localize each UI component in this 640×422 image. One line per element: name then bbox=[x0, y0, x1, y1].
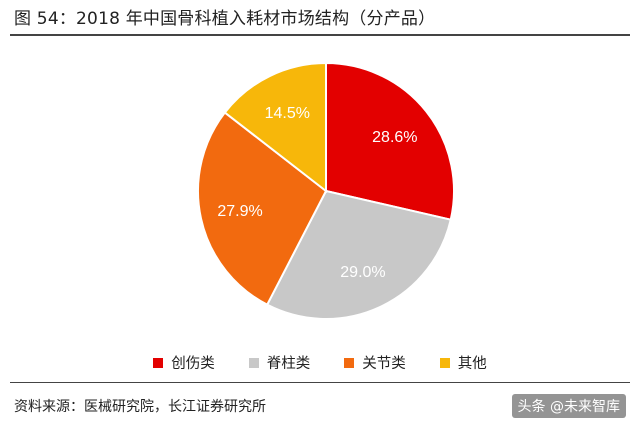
pie-slices bbox=[197, 61, 455, 320]
figure-title: 图 54：2018 年中国骨科植入耗材市场结构（分产品） bbox=[14, 9, 436, 29]
slice-data-label-1: 29.0% bbox=[340, 264, 385, 281]
pie-chart: 28.6% 29.0% 27.9% 14.5% bbox=[197, 61, 455, 320]
legend-swatch bbox=[248, 357, 259, 368]
legend-item-3: 其他 bbox=[439, 352, 487, 373]
pie-slice-2 bbox=[197, 111, 328, 307]
legend-swatch bbox=[439, 357, 450, 368]
pie-slice-0 bbox=[325, 61, 455, 221]
pie-slice-3 bbox=[223, 61, 327, 194]
legend-item-0: 创伤类 bbox=[153, 352, 215, 373]
legend-label: 其他 bbox=[457, 356, 487, 372]
chart-legend: 创伤类 脊柱类 关节类 其他 bbox=[0, 352, 640, 373]
watermark: 头条 @未来智库 bbox=[511, 394, 626, 418]
source-note: 资料来源：医械研究院，长江证券研究所 bbox=[14, 399, 266, 415]
legend-item-1: 脊柱类 bbox=[248, 352, 311, 373]
slice-data-label-2: 27.9% bbox=[217, 203, 262, 220]
bottom-rule bbox=[10, 382, 630, 383]
slice-data-label-0: 28.6% bbox=[372, 129, 417, 146]
legend-swatch bbox=[344, 357, 355, 368]
top-rule bbox=[10, 34, 630, 36]
legend-item-2: 关节类 bbox=[344, 352, 406, 373]
pie-labels: 28.6% 29.0% 27.9% 14.5% bbox=[217, 105, 417, 281]
legend-swatch bbox=[153, 357, 164, 368]
pie-slice-1 bbox=[265, 189, 452, 320]
legend-label: 脊柱类 bbox=[266, 356, 311, 372]
legend-label: 关节类 bbox=[362, 356, 406, 372]
slice-data-label-3: 14.5% bbox=[265, 105, 310, 122]
legend-label: 创伤类 bbox=[171, 356, 215, 372]
